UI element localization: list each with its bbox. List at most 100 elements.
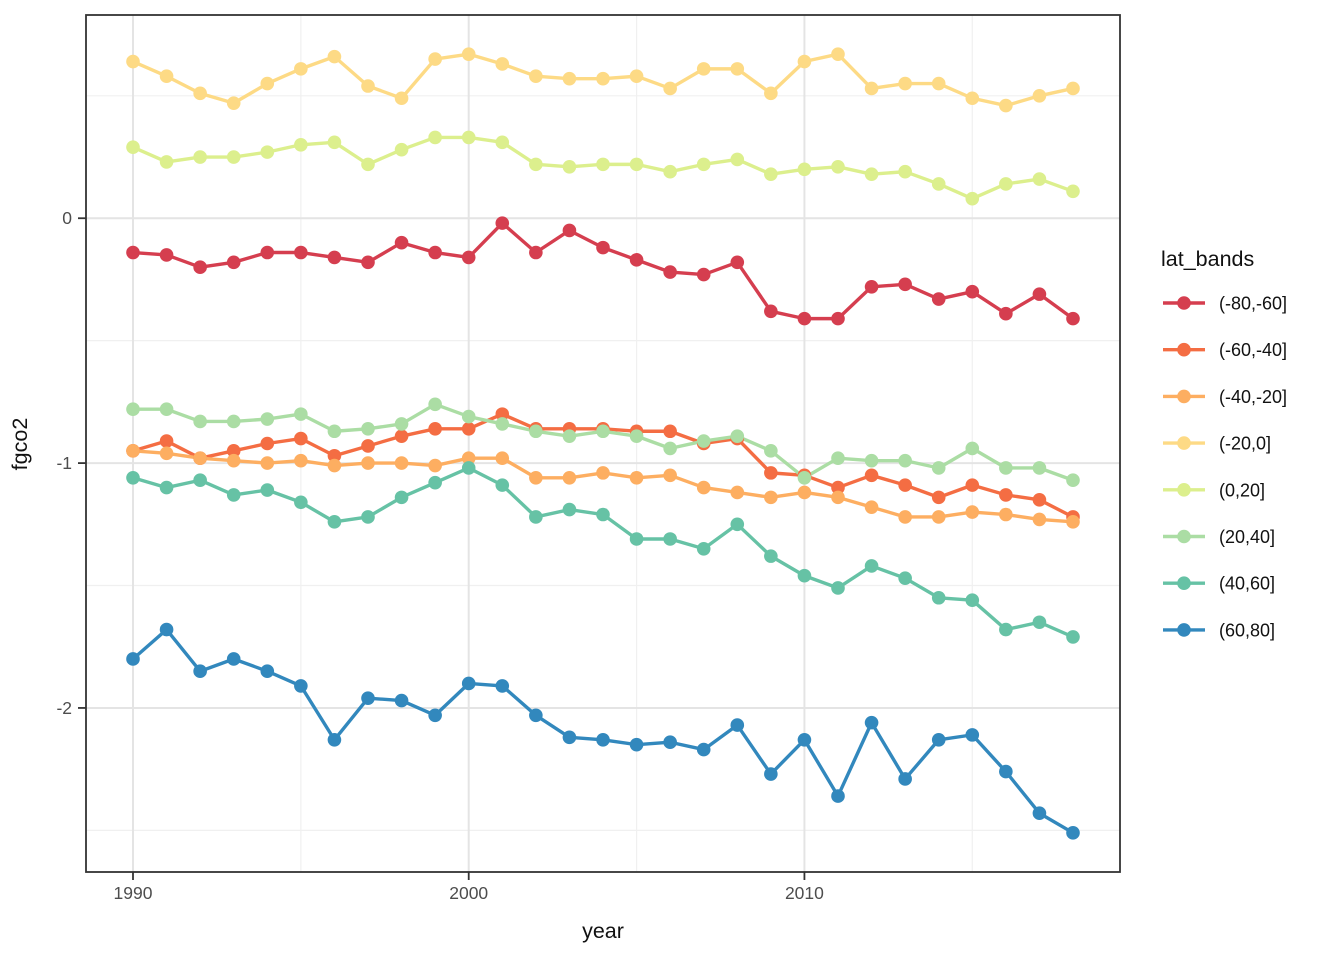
data-point xyxy=(495,478,510,492)
data-point xyxy=(898,453,912,468)
data-point xyxy=(663,532,677,546)
data-point xyxy=(394,693,409,708)
data-point xyxy=(864,279,879,294)
data-point xyxy=(629,737,644,752)
data-point xyxy=(1066,826,1080,840)
data-point xyxy=(126,140,140,155)
data-point xyxy=(797,54,812,69)
data-point xyxy=(663,735,677,750)
data-point xyxy=(159,248,174,262)
legend-item-label: (40,60] xyxy=(1219,574,1275,594)
legend-item: (-40,-20] xyxy=(1163,387,1287,407)
data-point xyxy=(562,71,577,86)
data-point xyxy=(394,490,409,505)
data-point xyxy=(730,718,745,732)
data-point xyxy=(764,304,778,319)
series-point-group xyxy=(126,216,1080,326)
data-point xyxy=(495,679,510,693)
data-point xyxy=(394,417,409,431)
data-point xyxy=(898,571,912,585)
data-point xyxy=(965,441,980,456)
data-point xyxy=(898,478,912,492)
data-point xyxy=(696,157,711,172)
legend-key-point xyxy=(1177,342,1191,357)
data-point xyxy=(294,431,308,446)
data-point xyxy=(696,480,711,495)
data-point xyxy=(428,397,442,412)
data-point xyxy=(226,96,241,110)
data-point xyxy=(596,732,610,747)
data-point xyxy=(965,91,980,106)
legend-item-label: (0,20] xyxy=(1219,480,1265,500)
data-point xyxy=(764,549,778,563)
data-point xyxy=(193,86,207,101)
legend-key-point xyxy=(1177,389,1191,404)
data-point xyxy=(1032,287,1047,301)
data-point xyxy=(596,240,610,255)
data-point xyxy=(931,292,946,306)
data-point xyxy=(260,412,275,426)
legend-item: (40,60] xyxy=(1163,574,1275,594)
legend-item: (60,80] xyxy=(1163,620,1275,640)
data-point xyxy=(831,581,845,595)
x-axis-title: year xyxy=(582,919,624,943)
data-point xyxy=(999,764,1013,779)
data-point xyxy=(931,76,946,91)
data-point xyxy=(797,732,812,747)
data-point xyxy=(394,91,409,106)
data-point xyxy=(461,451,476,465)
legend-item-label: (60,80] xyxy=(1219,620,1275,640)
data-point xyxy=(1066,515,1080,529)
data-point xyxy=(495,57,510,71)
data-point xyxy=(294,62,308,76)
data-point xyxy=(394,142,409,157)
data-point xyxy=(864,167,879,181)
data-point xyxy=(294,407,308,421)
data-point xyxy=(327,49,342,64)
series-point-group xyxy=(126,130,1080,206)
panel-border xyxy=(85,14,1121,873)
data-point xyxy=(159,69,174,84)
data-point xyxy=(999,622,1013,637)
data-point xyxy=(931,590,946,605)
data-point xyxy=(663,468,677,483)
data-point xyxy=(529,470,543,485)
data-point xyxy=(226,150,241,164)
data-point xyxy=(730,517,745,532)
legend-key-point xyxy=(1177,576,1191,590)
data-point xyxy=(562,470,577,485)
data-point xyxy=(864,559,879,573)
legend-title: lat_bands xyxy=(1161,247,1254,271)
data-point xyxy=(260,436,275,451)
data-point xyxy=(327,515,342,529)
data-point xyxy=(327,250,342,265)
data-point xyxy=(596,424,610,439)
data-point xyxy=(495,135,510,150)
data-point xyxy=(260,245,275,260)
legend-key-point xyxy=(1177,623,1191,637)
data-point xyxy=(1032,461,1047,475)
data-point xyxy=(461,250,476,265)
data-point xyxy=(327,448,342,463)
legend-key-point xyxy=(1177,296,1191,310)
data-point xyxy=(226,652,241,666)
data-point xyxy=(361,456,375,470)
data-point xyxy=(126,470,140,485)
data-point xyxy=(629,429,644,443)
data-point xyxy=(831,451,845,465)
data-point xyxy=(696,62,711,76)
data-point xyxy=(193,473,207,488)
legend-item: (20,40] xyxy=(1163,527,1275,547)
data-point xyxy=(831,789,845,803)
data-point xyxy=(764,444,778,458)
data-point xyxy=(159,446,174,461)
data-point xyxy=(797,470,812,485)
data-point xyxy=(864,715,879,730)
data-point xyxy=(428,422,442,436)
data-point xyxy=(327,458,342,473)
data-point xyxy=(931,177,946,191)
axes: 1990 2000 2010 0 -1 -2 xyxy=(56,208,824,903)
data-point xyxy=(394,235,409,250)
legend-item-label: (-40,-20] xyxy=(1219,387,1287,407)
